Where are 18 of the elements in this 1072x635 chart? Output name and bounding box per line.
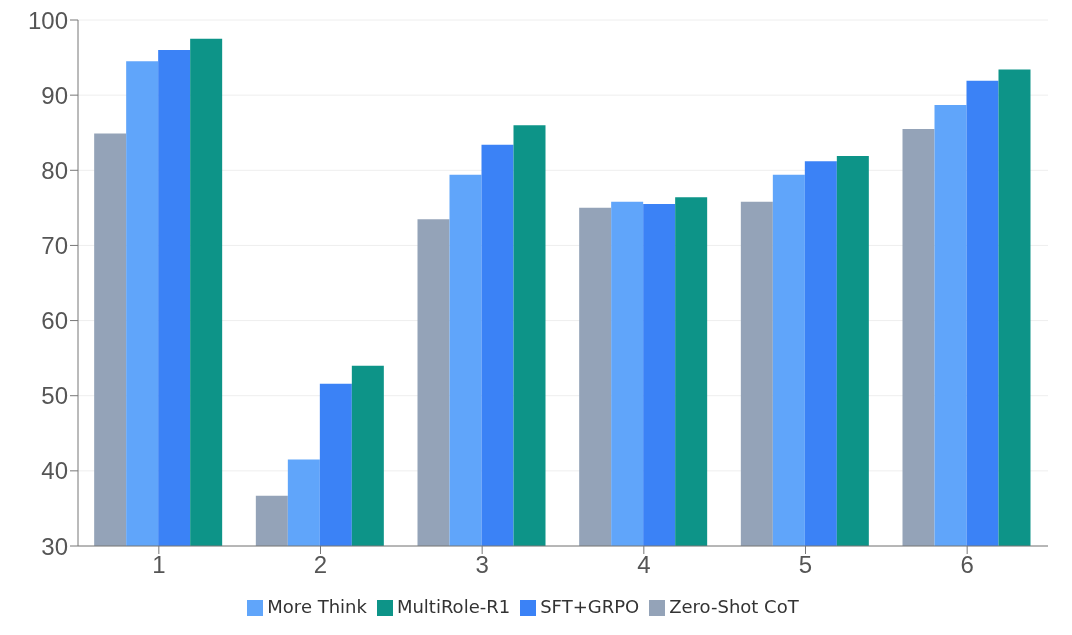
x-tick-label: 6 xyxy=(960,551,974,579)
y-tick-label: 90 xyxy=(41,81,68,109)
legend-label: SFT+GRPO xyxy=(540,596,640,617)
x-tick-label: 3 xyxy=(475,551,489,579)
x-tick-label: 4 xyxy=(637,551,651,579)
legend-label: MultiRole-R1 xyxy=(396,596,511,617)
y-tick-label: 70 xyxy=(41,231,68,259)
y-tick-label: 80 xyxy=(41,156,68,184)
y-tick-label: 40 xyxy=(41,457,68,485)
legend-label: Zero-Shot CoT xyxy=(669,596,799,617)
y-tick-label: 100 xyxy=(27,6,68,34)
y-tick-label: 60 xyxy=(41,307,68,335)
x-tick-label: 2 xyxy=(313,551,328,579)
y-tick-label: 30 xyxy=(41,532,68,560)
x-tick-label: 1 xyxy=(152,551,166,579)
x-tick-label: 5 xyxy=(798,551,813,579)
legend-label: More Think xyxy=(267,596,367,617)
y-tick-label: 50 xyxy=(41,382,68,410)
